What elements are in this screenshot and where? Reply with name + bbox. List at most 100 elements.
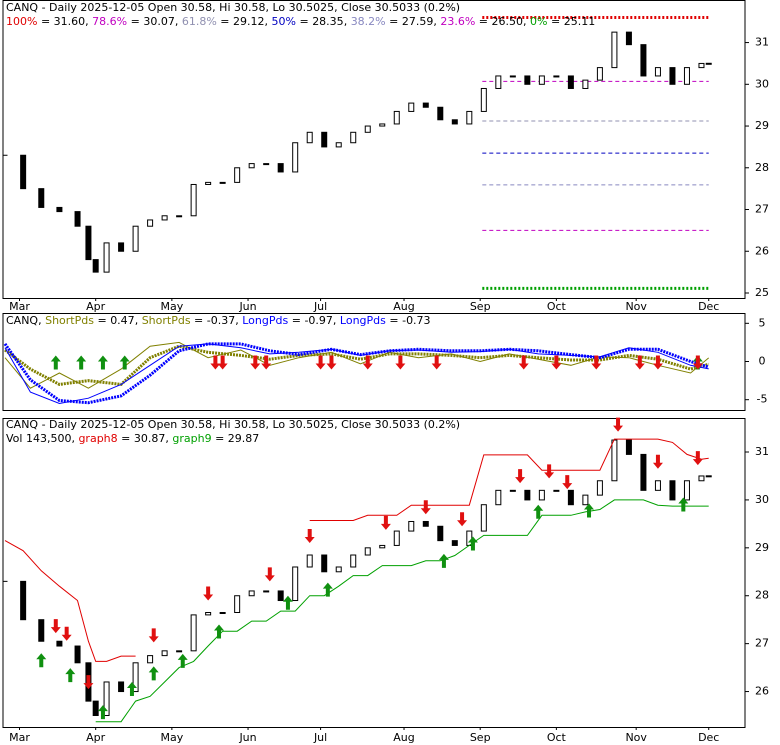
candle [567, 75, 574, 89]
candle [364, 125, 371, 133]
y-tick-label: 25 [755, 286, 769, 299]
candle [350, 131, 357, 144]
x-tick-label: Mar [9, 731, 30, 744]
candle [582, 79, 589, 89]
candle [553, 489, 560, 492]
legend-value: 29.12 [233, 15, 265, 28]
panel-frame [2, 418, 746, 728]
legend-name: graph9 [172, 432, 227, 445]
candle [277, 163, 284, 173]
candle [480, 87, 487, 112]
buy-arrow [97, 355, 108, 370]
candle [654, 480, 661, 491]
candle [654, 67, 661, 77]
candle [683, 67, 690, 85]
sell-arrow [83, 675, 94, 690]
candle [277, 590, 284, 602]
legend-item: LongPds-0.73 [340, 314, 431, 327]
candle [640, 44, 647, 77]
legend-item: 38.2%27.59 [351, 15, 441, 28]
x-tick-label: Jul [313, 731, 327, 744]
candle [437, 106, 444, 121]
legend-value: 29.87 [227, 432, 260, 445]
candle [683, 480, 690, 501]
y-tick-label: 26 [755, 244, 769, 257]
candle [190, 183, 197, 217]
legend-name: 0% [530, 15, 564, 28]
sell-arrow [380, 515, 391, 530]
legend-item: 61.8%29.12 [182, 15, 272, 28]
price-header: CANQ - Daily 2025-12-05 Open 30.58, Hi 3… [6, 418, 461, 431]
legend-value: 0.47 [110, 314, 135, 327]
legend-name: 100% [6, 15, 54, 28]
x-tick-label: Sep [470, 731, 491, 744]
candle [38, 619, 45, 642]
y-tick-label: 29 [755, 541, 769, 554]
candle [176, 215, 183, 218]
legend-name: 50% [272, 15, 313, 28]
price-header: CANQ - Daily 2025-12-05 Open 30.58, Hi 3… [6, 1, 461, 14]
candle [451, 119, 458, 125]
candle [509, 489, 516, 492]
legend-name: LongPds [340, 314, 402, 327]
candle [118, 242, 125, 252]
candle [495, 489, 502, 506]
candle [379, 544, 386, 549]
x-tick-label: Oct [547, 731, 567, 744]
sell-arrow [315, 355, 326, 370]
volume-label: Vol 143,500 [6, 432, 78, 445]
legend-name: 78.6% [92, 15, 143, 28]
sell-arrow [562, 475, 573, 490]
candle [538, 489, 545, 501]
legend-item: ShortPds0.47 [45, 314, 142, 327]
candle [495, 75, 502, 89]
sell-arrow [250, 355, 261, 370]
candle [611, 439, 618, 482]
sell-arrow [210, 355, 221, 370]
sell-arrow [326, 355, 337, 370]
x-tick-label: Aug [393, 731, 414, 744]
candle [408, 102, 415, 112]
series-line [3, 342, 710, 405]
sell-arrow [362, 355, 373, 370]
sell-arrow [420, 500, 431, 515]
candle [582, 494, 589, 506]
sell-arrow [395, 355, 406, 370]
x-tick-label: Aug [393, 300, 414, 313]
buy-arrow [438, 553, 449, 568]
candle [56, 206, 63, 213]
candle [350, 554, 357, 568]
candle [176, 650, 183, 653]
legend-value: 26.50 [491, 15, 524, 28]
sell-arrow [518, 355, 529, 370]
legend-item: 23.6%26.50 [440, 15, 530, 28]
buy-arrow [148, 666, 159, 681]
candle [509, 75, 516, 78]
sell-arrow [203, 586, 214, 601]
candle [205, 612, 212, 616]
candle [147, 655, 154, 664]
y-tick-label: 29 [755, 119, 769, 132]
candle [74, 645, 81, 664]
x-tick-label: Oct [547, 300, 567, 313]
candle [408, 520, 415, 532]
x-tick-label: May [160, 731, 183, 744]
sell-arrow [652, 355, 663, 370]
candle [480, 504, 487, 532]
candle [205, 181, 212, 185]
y-tick-label: 28 [755, 589, 769, 602]
x-tick-label: Mar [9, 300, 30, 313]
candle [219, 181, 226, 184]
candle [20, 154, 27, 190]
buy-arrow [678, 497, 689, 512]
legend-name: 23.6% [440, 15, 491, 28]
candle [132, 662, 139, 693]
sell-arrow [652, 454, 663, 469]
legend-item: 78.6%30.07 [92, 15, 182, 28]
buy-arrow [584, 503, 595, 518]
buy-arrow [76, 355, 87, 370]
candle [161, 650, 168, 657]
stop-legend: Vol 143,500graph830.87graph929.87 [6, 432, 259, 446]
buy-arrow [282, 595, 293, 610]
candle [640, 453, 647, 491]
